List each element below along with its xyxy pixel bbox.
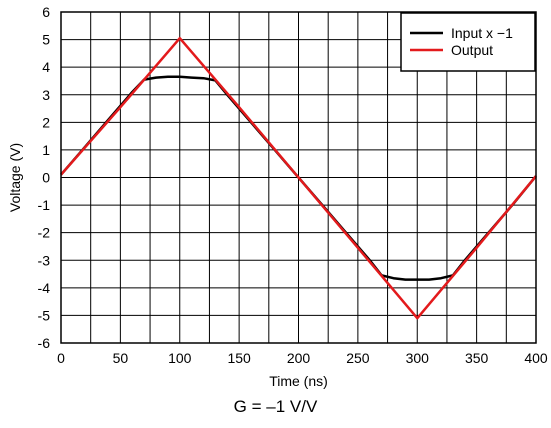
x-tick-label: 300 [406, 350, 430, 366]
legend: Input x −1 Output [400, 12, 536, 72]
legend-box [400, 12, 536, 72]
y-tick-label: -5 [38, 307, 51, 323]
y-tick-label: -1 [38, 197, 51, 213]
y-tick-label: 4 [42, 59, 50, 75]
x-tick-label: 400 [524, 350, 548, 366]
x-axis-label: Time (ns) [269, 373, 328, 389]
gain-annotation: G = –1 V/V [233, 397, 318, 416]
y-tick-label: 5 [42, 32, 50, 48]
x-tick-label: 50 [113, 350, 129, 366]
plot-area-frame [60, 11, 537, 344]
y-tick-label: 3 [42, 87, 50, 103]
x-tick-label: 250 [346, 350, 370, 366]
legend-label-input: Input x −1 [451, 25, 513, 41]
x-tick-label: 100 [168, 350, 192, 366]
series-group [60, 36, 537, 320]
y-tick-label: 1 [42, 142, 50, 158]
y-tick-label: 0 [42, 170, 50, 186]
x-tick-label: 0 [57, 350, 65, 366]
y-tick-label: -4 [38, 280, 51, 296]
y-tick-label: 6 [42, 4, 50, 20]
y-axis-label: Voltage (V) [7, 143, 23, 212]
y-axis-tick-labels: 6 5 4 3 2 1 0 -1 -2 -3 -4 -5 -6 [38, 4, 51, 351]
y-tick-label: -3 [38, 252, 51, 268]
x-tick-label: 150 [227, 350, 251, 366]
x-tick-label: 200 [287, 350, 311, 366]
y-tick-label: -2 [38, 225, 51, 241]
y-tick-label: -6 [38, 335, 51, 351]
legend-label-output: Output [451, 42, 493, 58]
x-axis-tick-labels: 0 50 100 150 200 250 300 350 400 [57, 350, 548, 366]
series-line-output [60, 36, 537, 320]
x-tick-label: 350 [465, 350, 489, 366]
chart: 0 50 100 150 200 250 300 350 400 6 5 4 3 2 1 0 -1 -2 -3 -4… [7, 4, 548, 389]
y-tick-label: 2 [42, 114, 50, 130]
